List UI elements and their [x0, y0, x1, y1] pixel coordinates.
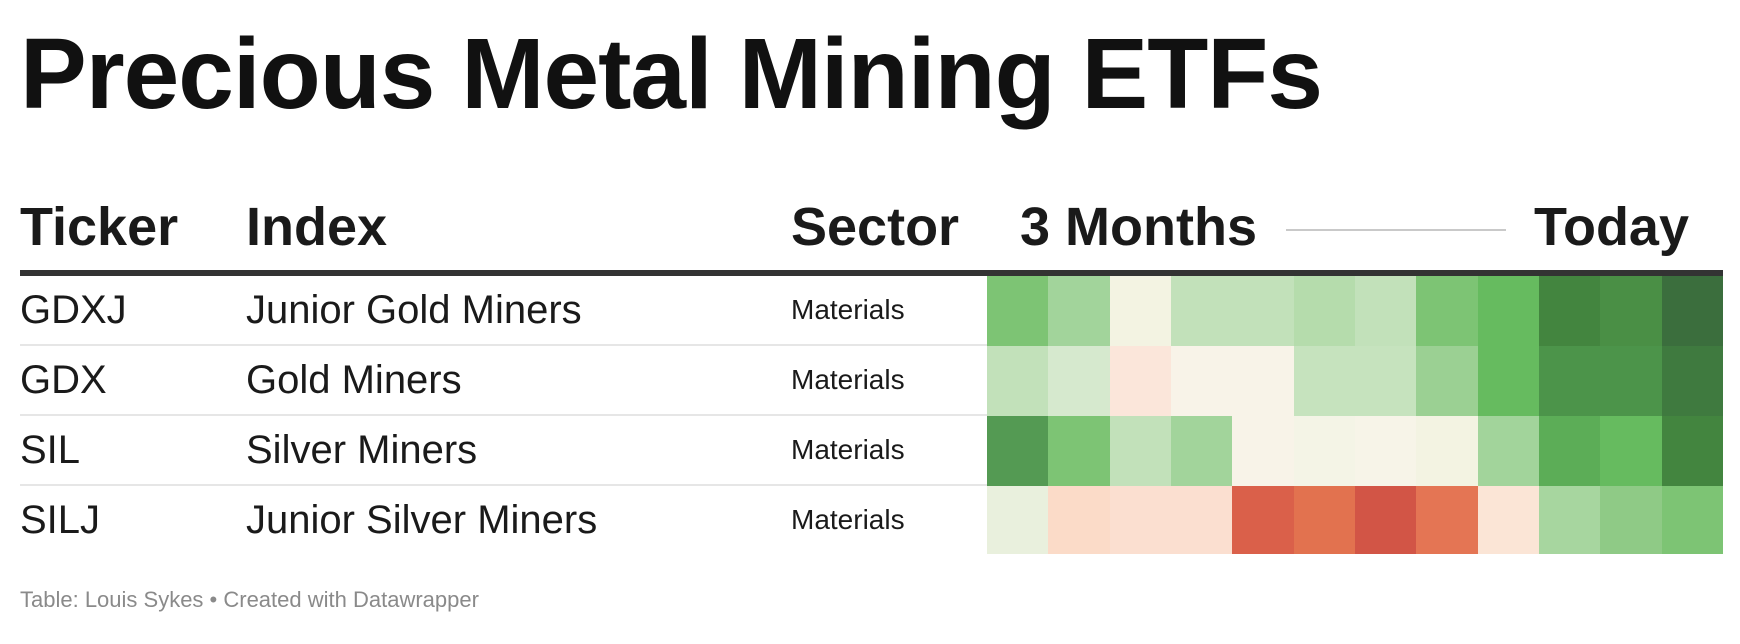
heatmap-cell: [1293, 346, 1355, 416]
heatmap-cell: [1232, 486, 1294, 554]
heatmap-cell: [1600, 486, 1662, 554]
heatmap-cell: [1354, 486, 1417, 554]
heatmap-cell: [1048, 346, 1110, 416]
heatmap-cell: [1538, 276, 1601, 346]
heatmap-cell: [1477, 276, 1539, 346]
source-credit: Table: Louis Sykes • Created with Datawr…: [20, 587, 479, 612]
heatmap-cell: [987, 486, 1049, 554]
sector-cell: Materials: [791, 364, 905, 395]
heatmap-cell: [1232, 416, 1294, 486]
table-row: SIL Silver Miners Materials: [20, 416, 1723, 486]
heatmap-cell: [1109, 416, 1171, 486]
heatmap-cell: [1354, 276, 1417, 346]
ticker-cell: SIL: [20, 428, 81, 472]
heatmap-cell: [987, 346, 1049, 416]
heatmap-cell: [1661, 416, 1723, 486]
heatmap-cell: [1661, 346, 1723, 416]
heatmap-cell: [1109, 486, 1171, 554]
heatmap-cell: [1170, 486, 1233, 554]
heatmap-cell: [1538, 416, 1601, 486]
index-cell: Gold Miners: [246, 358, 462, 402]
heatmap-cell: [1048, 416, 1110, 486]
heatmap-cell: [1293, 416, 1355, 486]
heatmap-cell: [1416, 486, 1478, 554]
heatmap-strip: [987, 416, 1723, 486]
heatmap-cell: [1416, 276, 1478, 346]
sector-cell: Materials: [791, 294, 905, 325]
table-row: GDXJ Junior Gold Miners Materials: [20, 276, 1723, 346]
heatmap-cell: [1354, 346, 1417, 416]
heatmap-cell: [1048, 486, 1110, 554]
heatmap-cell: [1538, 346, 1601, 416]
heatmap-cell: [1600, 276, 1662, 346]
heatmap-cell: [1170, 276, 1233, 346]
index-cell: Silver Miners: [246, 428, 478, 472]
heatmap-cell: [1232, 276, 1294, 346]
heatmap-cell: [1661, 486, 1723, 554]
etf-table: Ticker Index Sector 3 Months Today GDXJ …: [20, 190, 1723, 554]
timeline-divider: [1286, 229, 1506, 231]
heatmap-cell: [1109, 276, 1171, 346]
header-3-months: 3 Months: [1020, 197, 1257, 257]
heatmap-cell: [1477, 346, 1539, 416]
ticker-cell: GDX: [20, 358, 107, 402]
heatmap-cell: [1048, 276, 1110, 346]
header-ticker: Ticker: [20, 197, 179, 257]
header-index: Index: [246, 197, 388, 257]
heatmap-cell: [1170, 416, 1233, 486]
table-header: Ticker Index Sector 3 Months Today: [20, 190, 1723, 276]
index-cell: Junior Silver Miners: [246, 498, 598, 542]
heatmap-cell: [1600, 346, 1662, 416]
heatmap-cell: [987, 276, 1049, 346]
heatmap-strip: [987, 346, 1723, 416]
ticker-cell: SILJ: [20, 498, 101, 542]
index-cell: Junior Gold Miners: [246, 288, 582, 332]
heatmap-cell: [1477, 486, 1539, 554]
heatmap-cell: [1538, 486, 1601, 554]
heatmap-cell: [1600, 416, 1662, 486]
heatmap-cell: [1109, 346, 1171, 416]
sector-cell: Materials: [791, 434, 905, 465]
heatmap-cell: [1293, 276, 1355, 346]
header-today: Today: [1533, 197, 1689, 257]
heatmap-strip: [987, 486, 1723, 554]
heatmap-cell: [1354, 416, 1417, 486]
header-sector: Sector: [791, 197, 960, 257]
heatmap-cell: [987, 416, 1049, 486]
ticker-cell: GDXJ: [20, 288, 127, 332]
heatmap-cell: [1661, 276, 1723, 346]
heatmap-strip: [987, 276, 1723, 346]
heatmap-cell: [1232, 346, 1294, 416]
page-title: Precious Metal Mining ETFs: [20, 18, 1323, 130]
heatmap-cell: [1293, 486, 1355, 554]
table-row: GDX Gold Miners Materials: [20, 346, 1723, 416]
heatmap-cell: [1170, 346, 1233, 416]
heatmap-cell: [1416, 346, 1478, 416]
heatmap-cell: [1477, 416, 1539, 486]
heatmap-cell: [1416, 416, 1478, 486]
table-row: SILJ Junior Silver Miners Materials: [20, 486, 1723, 554]
sector-cell: Materials: [791, 504, 905, 535]
